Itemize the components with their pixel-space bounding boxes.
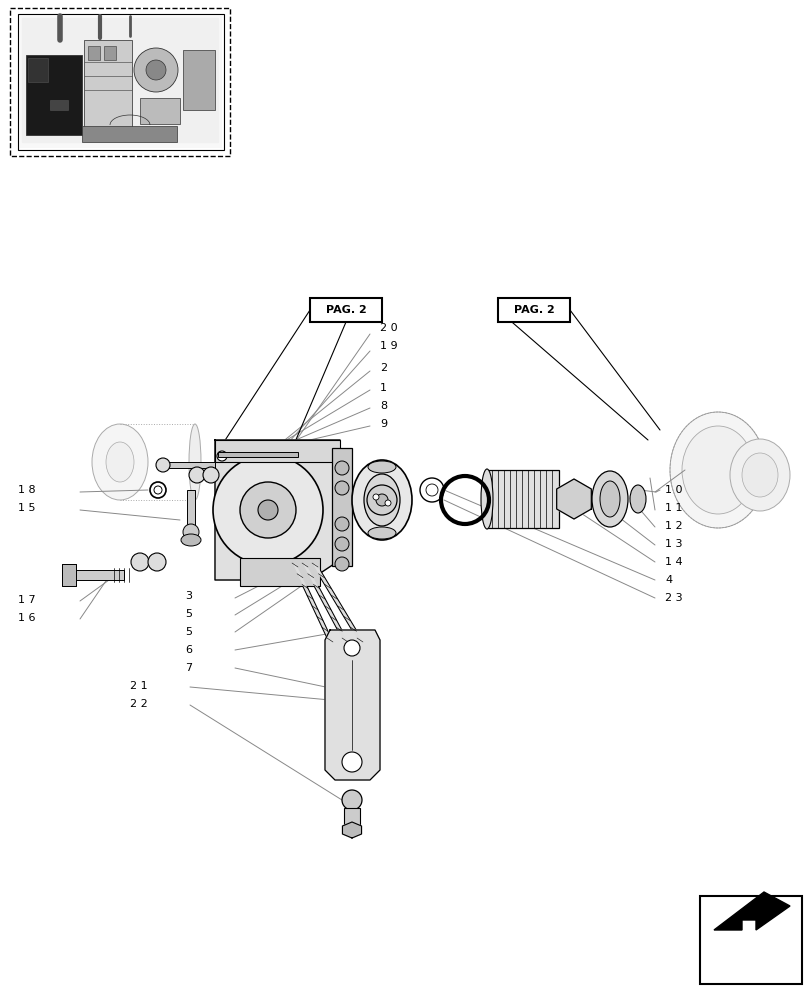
- Bar: [20, 16, 221, 148]
- Bar: [487, 470, 558, 528]
- Text: 2 3: 2 3: [664, 593, 682, 603]
- Text: 2 0: 2 0: [380, 323, 397, 333]
- Polygon shape: [342, 822, 361, 838]
- Ellipse shape: [681, 426, 753, 514]
- Text: 1 6: 1 6: [18, 613, 36, 623]
- Circle shape: [131, 553, 148, 571]
- Circle shape: [189, 467, 204, 483]
- Ellipse shape: [367, 527, 396, 539]
- Ellipse shape: [729, 439, 789, 511]
- Text: 2 2: 2 2: [130, 699, 148, 709]
- Circle shape: [203, 467, 219, 483]
- Text: PAG. 2: PAG. 2: [513, 305, 554, 315]
- Ellipse shape: [92, 424, 148, 500]
- Text: 2: 2: [380, 363, 387, 373]
- Polygon shape: [22, 18, 217, 142]
- Bar: [163, 462, 215, 468]
- Text: PAG. 2: PAG. 2: [325, 305, 366, 315]
- Circle shape: [148, 553, 165, 571]
- Circle shape: [240, 482, 296, 538]
- Ellipse shape: [480, 469, 492, 529]
- Circle shape: [384, 500, 391, 506]
- Circle shape: [134, 48, 178, 92]
- Bar: [139, 98, 180, 124]
- Text: 1 4: 1 4: [664, 557, 682, 567]
- Text: 1 1: 1 1: [664, 503, 682, 513]
- Circle shape: [335, 557, 349, 571]
- Text: 5: 5: [185, 609, 191, 619]
- Text: 2 1: 2 1: [130, 681, 148, 691]
- Bar: [62, 564, 76, 586]
- Text: 3: 3: [185, 591, 191, 601]
- Bar: [82, 126, 177, 142]
- Polygon shape: [713, 892, 789, 930]
- Polygon shape: [215, 440, 340, 580]
- Circle shape: [335, 481, 349, 495]
- Bar: [217, 452, 298, 457]
- Bar: [310, 298, 381, 322]
- Circle shape: [375, 494, 388, 506]
- Bar: [497, 298, 569, 322]
- Bar: [10, 8, 230, 156]
- Ellipse shape: [669, 412, 765, 528]
- Ellipse shape: [599, 481, 620, 517]
- Ellipse shape: [367, 461, 396, 473]
- Ellipse shape: [351, 460, 411, 540]
- Polygon shape: [324, 630, 380, 780]
- Bar: [28, 58, 48, 82]
- Circle shape: [258, 500, 277, 520]
- Bar: [215, 440, 340, 462]
- Text: 1 7: 1 7: [18, 595, 36, 605]
- Ellipse shape: [189, 424, 201, 500]
- Polygon shape: [62, 564, 76, 586]
- Bar: [699, 896, 801, 984]
- Circle shape: [372, 494, 379, 500]
- Text: 1: 1: [380, 383, 387, 393]
- Bar: [182, 50, 215, 110]
- Polygon shape: [556, 479, 590, 519]
- Circle shape: [212, 455, 323, 565]
- Circle shape: [146, 60, 165, 80]
- Bar: [332, 448, 351, 566]
- Circle shape: [367, 485, 397, 515]
- Bar: [72, 570, 124, 580]
- Text: 5: 5: [185, 627, 191, 637]
- Bar: [84, 40, 132, 130]
- Circle shape: [335, 517, 349, 531]
- Ellipse shape: [106, 442, 134, 482]
- Text: 7: 7: [185, 663, 192, 673]
- Circle shape: [335, 537, 349, 551]
- Ellipse shape: [741, 453, 777, 497]
- Circle shape: [156, 458, 169, 472]
- Text: 9: 9: [380, 419, 387, 429]
- Bar: [88, 46, 100, 60]
- Bar: [50, 100, 68, 110]
- Bar: [26, 55, 82, 135]
- Bar: [240, 558, 320, 586]
- Circle shape: [341, 790, 362, 810]
- Bar: [187, 490, 195, 530]
- Text: 1 5: 1 5: [18, 503, 36, 513]
- Circle shape: [335, 461, 349, 475]
- Text: 1 8: 1 8: [18, 485, 36, 495]
- Circle shape: [217, 451, 227, 461]
- Bar: [104, 46, 116, 60]
- Bar: [344, 808, 359, 832]
- Text: 1 3: 1 3: [664, 539, 682, 549]
- Text: 4: 4: [664, 575, 672, 585]
- Text: 6: 6: [185, 645, 191, 655]
- Ellipse shape: [629, 485, 646, 513]
- Text: 8: 8: [380, 401, 387, 411]
- Circle shape: [344, 640, 359, 656]
- Circle shape: [341, 752, 362, 772]
- Ellipse shape: [591, 471, 627, 527]
- Text: 1 2: 1 2: [664, 521, 682, 531]
- Circle shape: [182, 524, 199, 540]
- Ellipse shape: [363, 474, 400, 526]
- Text: 1 0: 1 0: [664, 485, 682, 495]
- Bar: [18, 14, 224, 150]
- Ellipse shape: [181, 534, 201, 546]
- Text: 1 9: 1 9: [380, 341, 397, 351]
